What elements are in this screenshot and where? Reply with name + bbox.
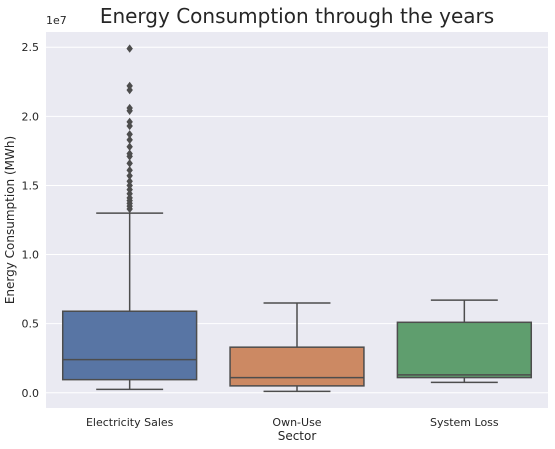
y-offset-label: 1e7 [46,14,67,27]
box-electricity-sales [61,44,198,391]
outlier-point [126,117,133,127]
boxes [61,44,533,393]
y-tick-label: 1.0 [22,249,40,262]
box-iqr [396,321,533,379]
box-own-use [229,302,365,393]
y-tick-label: 1.5 [22,179,40,192]
y-tick-label: 2.5 [22,41,40,54]
outlier-point [126,171,133,180]
y-tick-label: 0.5 [22,318,40,331]
outlier-point [126,149,133,158]
y-tick-label: 0.0 [22,387,40,400]
outlier-point [126,142,133,151]
outlier-point [126,159,133,168]
x-tick-label: Electricity Sales [86,416,174,429]
x-tick-labels: Electricity Sales Own-Use System Loss [86,416,499,429]
box-system-loss [396,299,533,384]
outlier-point [126,135,133,144]
outlier-point [126,166,133,175]
outlier-point [126,130,133,139]
x-axis-label: Sector [278,429,317,443]
chart-title: Energy Consumption through the years [100,4,494,28]
x-tick-label: System Loss [430,416,499,429]
x-tick-label: Own-Use [272,416,321,429]
box-iqr [61,310,198,381]
outlier-point [126,177,133,186]
box-iqr [229,346,365,387]
y-axis-label: Energy Consumption (MWh) [3,136,17,304]
outlier-point [126,44,133,53]
outlier-point [126,81,133,91]
outlier-point [126,103,133,113]
y-tick-labels: 0.0 0.5 1.0 1.5 2.0 2.5 [22,41,40,400]
y-tick-label: 2.0 [22,110,40,123]
